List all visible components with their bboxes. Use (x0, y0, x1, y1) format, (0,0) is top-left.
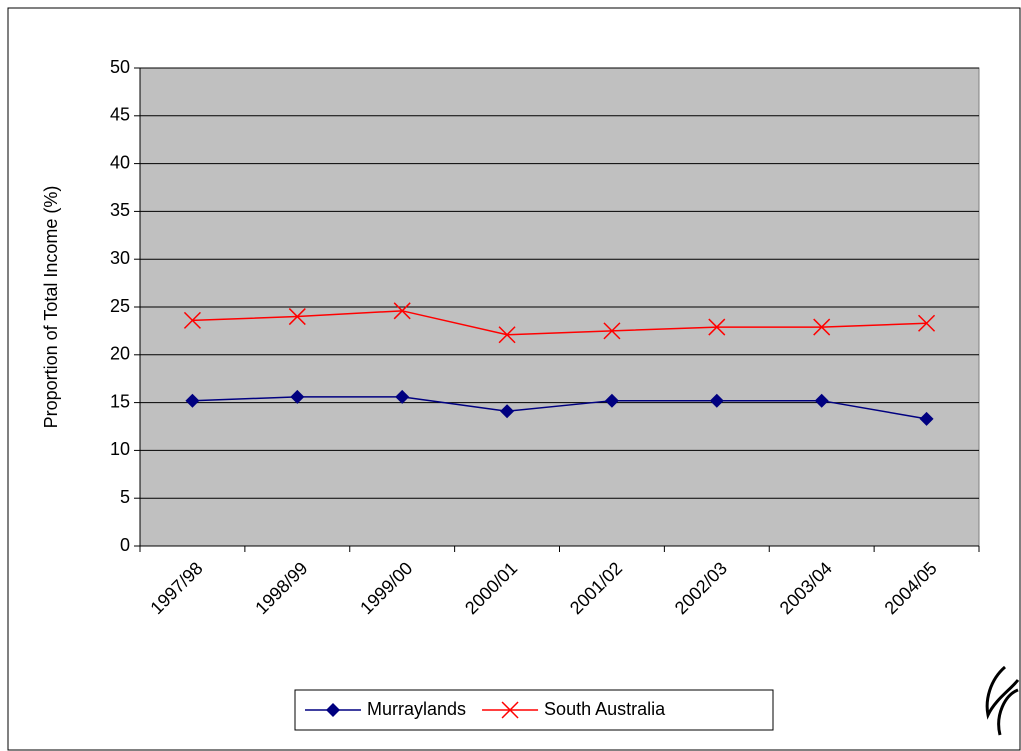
marker (813, 318, 831, 336)
y-tick-label: 20 (110, 344, 130, 364)
marker (708, 318, 726, 336)
y-tick-label: 10 (110, 439, 130, 459)
y-tick-label: 50 (110, 57, 130, 77)
marker (393, 302, 411, 320)
marker (814, 393, 829, 408)
y-tick-label: 0 (120, 535, 130, 555)
marker (500, 404, 515, 419)
marker (919, 411, 934, 426)
legend-label: Murraylands (367, 699, 466, 719)
y-tick-label: 45 (110, 105, 130, 125)
marker (501, 701, 519, 719)
marker (183, 311, 201, 329)
marker (395, 389, 410, 404)
y-tick-label: 25 (110, 296, 130, 316)
marker (288, 308, 306, 326)
series-line (192, 396, 927, 420)
y-axis-title: Proportion of Total Income (%) (41, 186, 61, 429)
legend-label: South Australia (544, 699, 666, 719)
marker (290, 389, 305, 404)
y-tick-label: 40 (110, 152, 130, 172)
y-tick-label: 5 (120, 487, 130, 507)
marker (918, 314, 936, 332)
marker (326, 703, 340, 717)
marker (709, 393, 724, 408)
legend: Murraylands South Australia (294, 689, 774, 731)
marker (498, 326, 516, 344)
marker (603, 322, 621, 340)
y-tick-label: 35 (110, 200, 130, 220)
marker (185, 393, 200, 408)
logo (985, 665, 1020, 736)
y-tick-label: 15 (110, 391, 130, 411)
marker (604, 393, 619, 408)
series-line (192, 310, 927, 336)
y-tick-label: 30 (110, 248, 130, 268)
